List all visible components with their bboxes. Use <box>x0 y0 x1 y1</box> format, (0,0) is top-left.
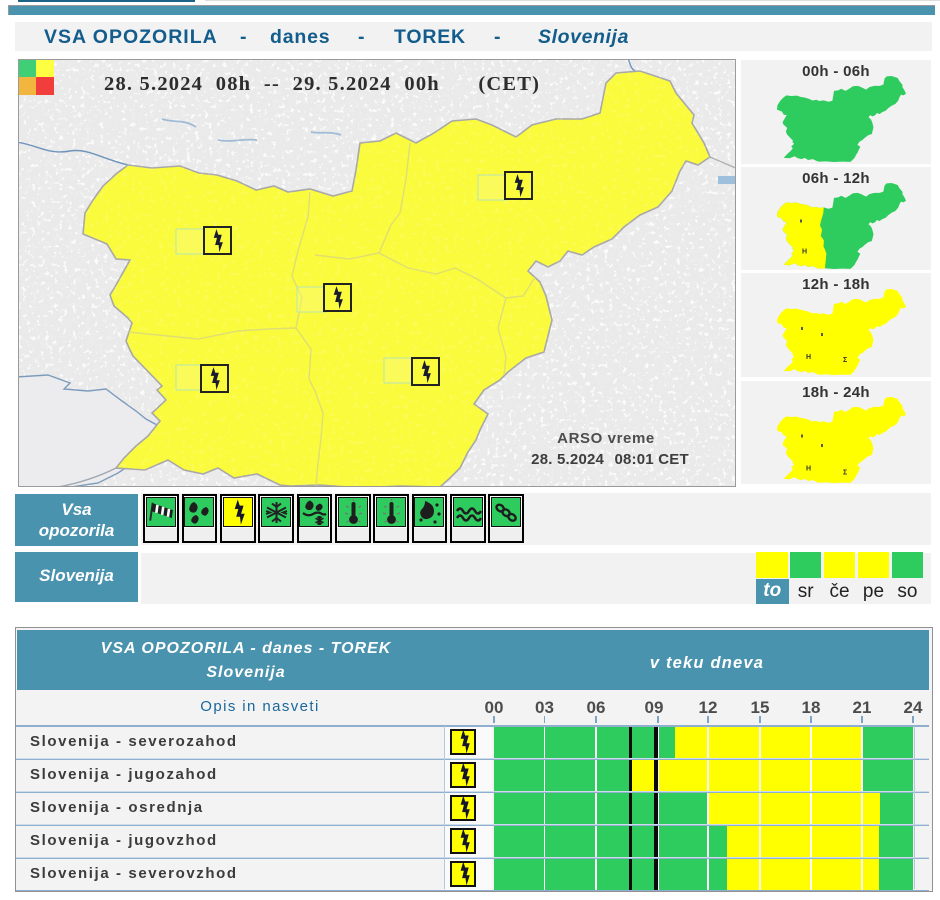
svg-text:H: H <box>806 465 811 472</box>
svg-text:H: H <box>802 248 807 255</box>
svg-text:28. 5.2024 08:01 CET: 28. 5.2024 08:01 CET <box>531 451 689 468</box>
svg-text:28. 5.2024 08h -- 29. 5.202: 28. 5.2024 08h -- 29. 5.2024 00h (CET) <box>104 73 540 95</box>
svg-text:Σ: Σ <box>843 469 847 476</box>
svg-text:H: H <box>806 354 811 361</box>
svg-text:ARSO vreme: ARSO vreme <box>557 430 655 447</box>
svg-text:Σ: Σ <box>843 357 847 364</box>
